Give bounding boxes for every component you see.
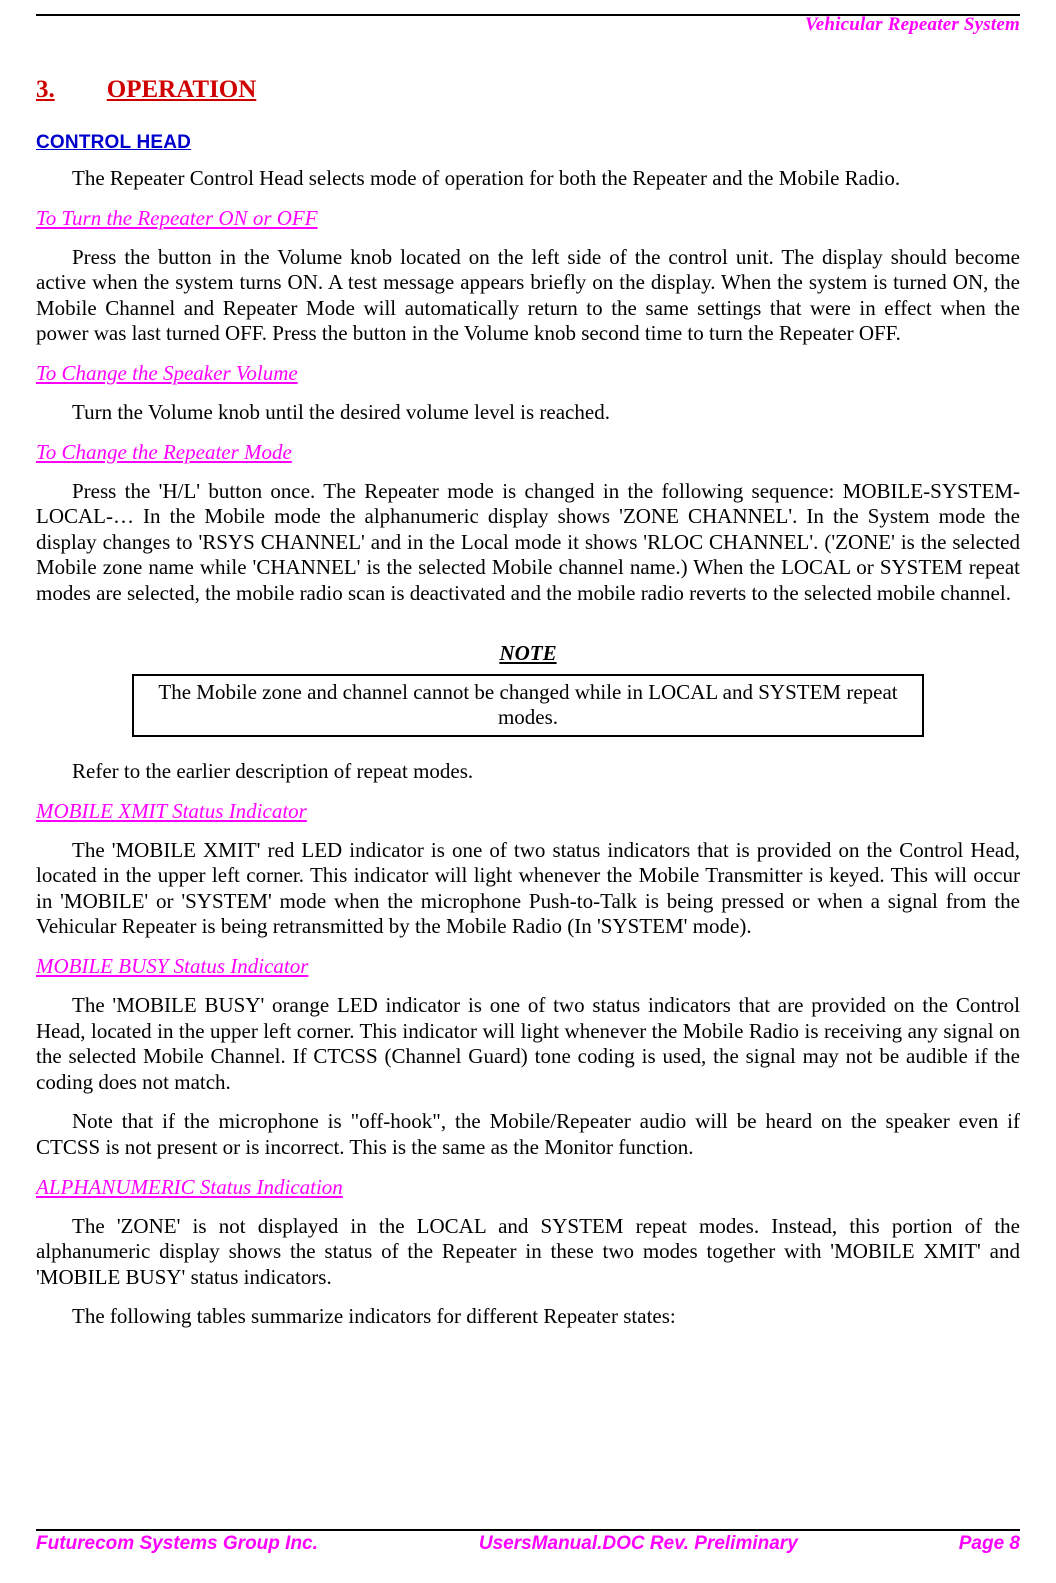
paragraph-refer: Refer to the earlier description of repe… — [36, 759, 1020, 785]
paragraph-mode: Press the 'H/L' button once. The Repeate… — [36, 479, 1020, 607]
footer-left: Futurecom Systems Group Inc. — [36, 1533, 318, 1555]
footer-rule — [36, 1529, 1020, 1531]
paragraph-alpha-2: The following tables summarize indicator… — [36, 1304, 1020, 1330]
subheading-alpha: ALPHANUMERIC Status Indication — [36, 1175, 1020, 1200]
subheading-mode: To Change the Repeater Mode — [36, 440, 1020, 465]
paragraph-intro: The Repeater Control Head selects mode o… — [72, 166, 1020, 192]
section-number: 3. — [36, 76, 55, 104]
paragraph-volume: Turn the Volume knob until the desired v… — [36, 400, 1020, 426]
paragraph-xmit: The 'MOBILE XMIT' red LED indicator is o… — [36, 838, 1020, 940]
footer-row: Futurecom Systems Group Inc. UsersManual… — [36, 1533, 1020, 1555]
footer-center: UsersManual.DOC Rev. Preliminary — [479, 1533, 798, 1555]
section-heading: 3. OPERATION — [36, 36, 1020, 104]
subheading-busy: MOBILE BUSY Status Indicator — [36, 954, 1020, 979]
subheading-turn-on-off: To Turn the Repeater ON or OFF — [36, 206, 1020, 231]
subheading-volume: To Change the Speaker Volume — [36, 361, 1020, 386]
paragraph-busy-1: The 'MOBILE BUSY' orange LED indicator i… — [36, 993, 1020, 1095]
note-box: The Mobile zone and channel cannot be ch… — [132, 674, 924, 737]
note-title: NOTE — [36, 641, 1020, 666]
heading-control-head: CONTROL HEAD — [36, 132, 1020, 154]
paragraph-busy-2: Note that if the microphone is "off-hook… — [36, 1109, 1020, 1160]
footer: Futurecom Systems Group Inc. UsersManual… — [36, 1529, 1020, 1555]
paragraph-alpha-1: The 'ZONE' is not displayed in the LOCAL… — [36, 1214, 1020, 1291]
paragraph-turn-on-off: Press the button in the Volume knob loca… — [36, 245, 1020, 347]
header-title: Vehicular Repeater System — [36, 14, 1020, 36]
section-title: OPERATION — [107, 76, 257, 104]
footer-right: Page 8 — [959, 1533, 1020, 1555]
page: Vehicular Repeater System 3. OPERATION C… — [0, 14, 1056, 1583]
subheading-xmit: MOBILE XMIT Status Indicator — [36, 799, 1020, 824]
